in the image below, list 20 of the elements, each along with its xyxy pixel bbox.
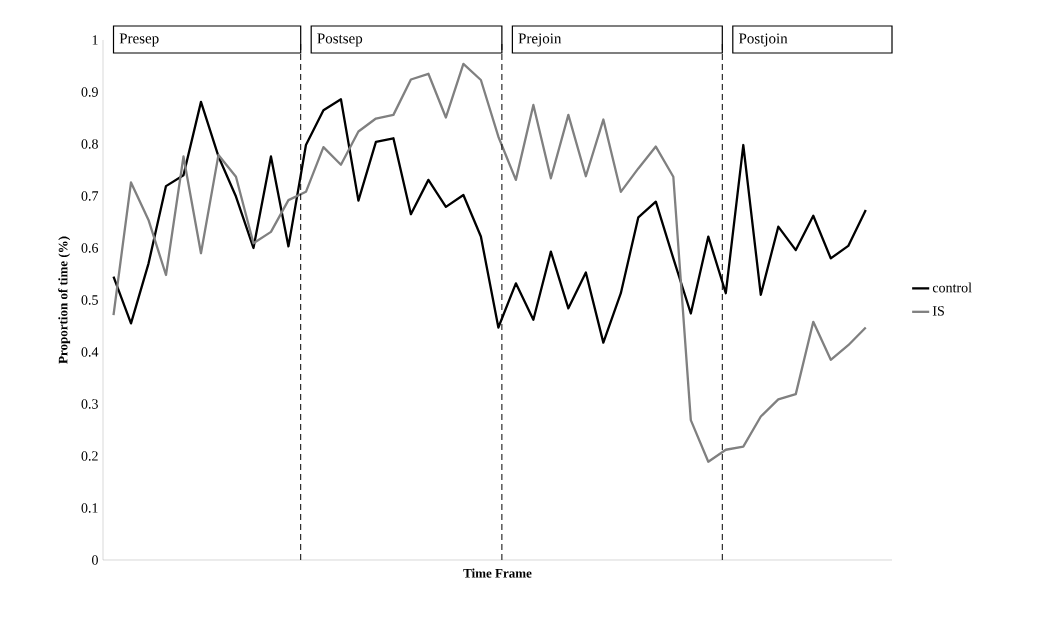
annotation: Postjoin [738,33,788,47]
y-tick-label: 0.8 [81,139,98,149]
annotation: Prejoin [518,33,562,47]
y-tick-label: 0.4 [81,347,99,357]
x-axis-title: Time Frame [463,568,532,578]
y-tick-label: 0.9 [81,87,98,97]
y-tick-label: 0 [92,555,98,565]
y-tick-label: 0.7 [81,191,99,201]
y-tick-label: 0.1 [81,503,98,513]
line-series [112,62,867,463]
annotation: Presep [119,33,159,47]
annotation: Postsep [317,33,363,47]
y-tick-label: 0.2 [81,451,98,461]
y-tick-label: 0.5 [81,295,98,305]
y-tick-label: 0.6 [81,243,99,253]
legend-label: control [932,282,972,293]
y-tick-label: 0.3 [81,399,98,409]
y-tick-label: 1 [92,35,98,45]
y-axis-title: Proportion of time (%) [58,236,71,364]
legend-label: IS [932,306,944,316]
